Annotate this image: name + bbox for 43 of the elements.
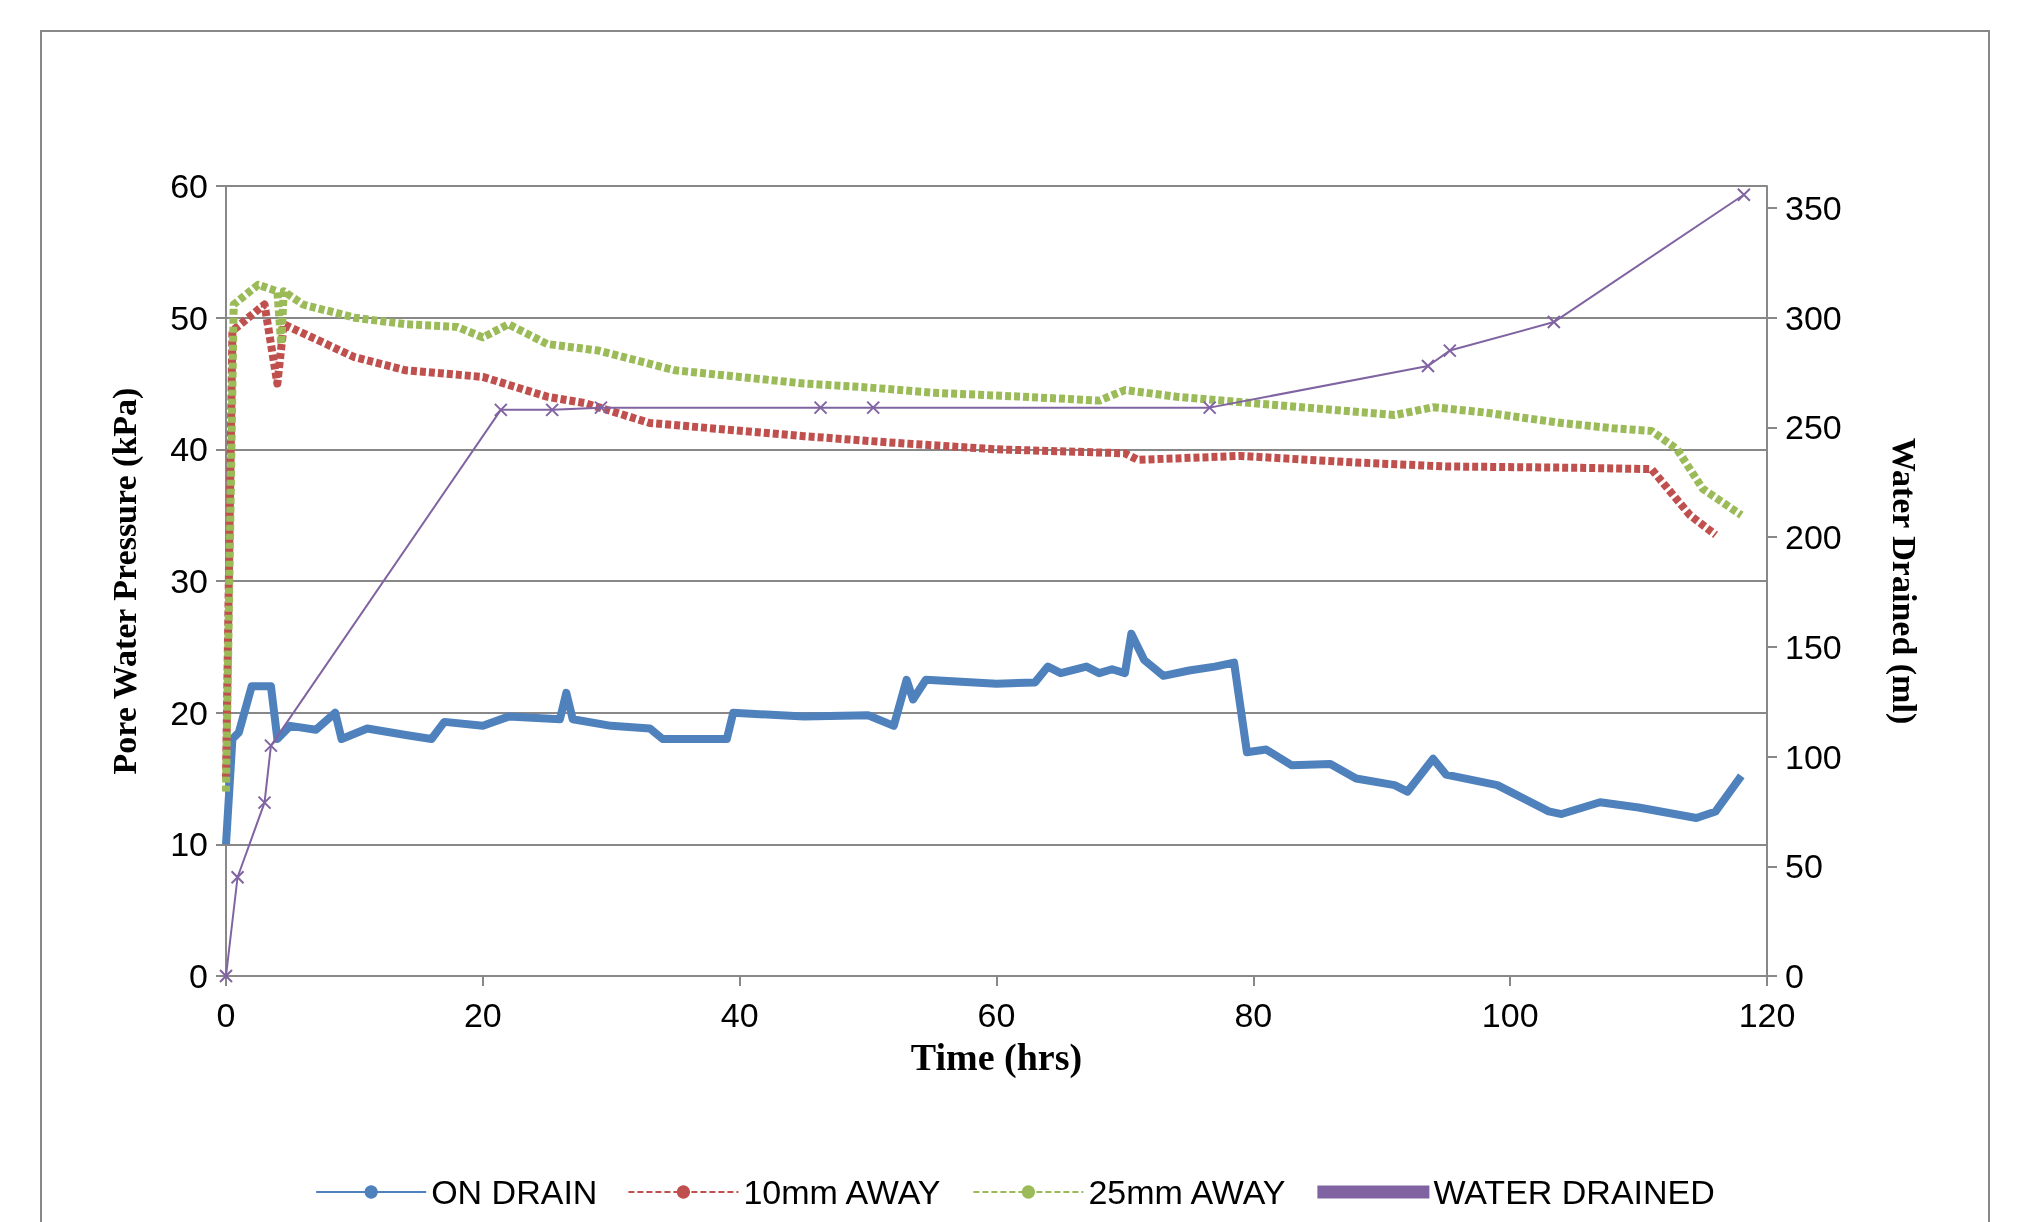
x-tick-label: 0 <box>216 996 236 1034</box>
y2-axis-title: Water Drained (ml) <box>1884 437 1923 725</box>
point <box>257 795 272 810</box>
point <box>219 969 233 983</box>
x-tick-label: 40 <box>720 996 759 1034</box>
x-tick-label: 20 <box>463 996 502 1034</box>
y2-tick-label: 0 <box>1785 957 1804 995</box>
point <box>1420 358 1435 373</box>
y-tick-label: 40 <box>170 430 208 469</box>
y-tick-label: 20 <box>170 693 208 732</box>
point <box>1202 400 1217 415</box>
point <box>263 738 278 753</box>
x-tick-label: 80 <box>1234 996 1273 1034</box>
y2-tick-label: 300 <box>1785 298 1842 337</box>
legend-label: 10mm AWAY <box>743 1173 941 1211</box>
point <box>230 870 245 885</box>
point <box>813 400 828 415</box>
point <box>1546 315 1561 330</box>
y-axis-title: Pore Water Pressure (kPa) <box>105 387 144 775</box>
y2-tick-label: 150 <box>1785 627 1842 666</box>
x-tick-label: 60 <box>977 996 1016 1034</box>
y-tick-label: 0 <box>189 957 208 995</box>
point <box>866 400 881 415</box>
x-tick-label: 100 <box>1481 996 1539 1034</box>
y2-tick-label: 100 <box>1785 737 1842 776</box>
y2-tick-label: 200 <box>1785 518 1842 557</box>
y2-tick-label: 50 <box>1785 847 1823 886</box>
point <box>493 402 508 417</box>
point <box>545 402 560 417</box>
y-tick-label: 10 <box>170 825 208 864</box>
y-tick-label: 50 <box>170 298 208 337</box>
y-tick-label: 60 <box>170 167 208 205</box>
point <box>1442 343 1457 358</box>
legend-label: 25mm AWAY <box>1088 1173 1286 1211</box>
y-tick-label: 30 <box>170 562 208 600</box>
legend-label: WATER DRAINED <box>1433 1173 1715 1211</box>
point <box>1736 187 1751 202</box>
x-axis-title: Time (hrs) <box>910 1036 1083 1079</box>
point <box>593 400 608 415</box>
legend-label: ON DRAIN <box>431 1173 598 1211</box>
x-tick-label: 120 <box>1738 996 1796 1034</box>
y2-tick-label: 350 <box>1785 188 1842 227</box>
y2-tick-label: 250 <box>1785 408 1842 447</box>
